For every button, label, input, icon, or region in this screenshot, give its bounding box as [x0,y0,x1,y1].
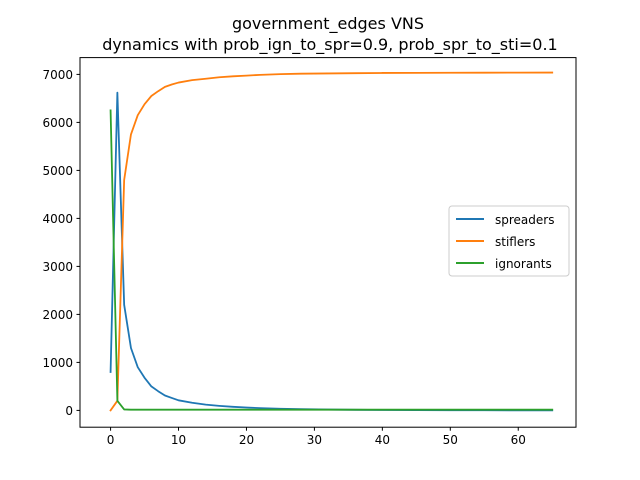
legend-label-ignorants: ignorants [495,257,552,271]
x-tick-label: 40 [375,433,390,447]
y-tick-label: 0 [65,404,73,418]
y-tick-label: 4000 [42,212,73,226]
x-axis-ticks: 0 10 20 30 40 50 60 [107,427,526,447]
legend-label-spreaders: spreaders [495,213,554,227]
chart-subtitle: dynamics with prob_ign_to_spr=0.9, prob_… [102,35,557,55]
y-tick-label: 3000 [42,260,73,274]
plot-frame [79,57,577,428]
x-tick-label: 20 [239,433,254,447]
chart-title: government_edges VNS [232,14,424,34]
legend-label-stiflers: stiflers [495,235,535,249]
y-axis-ticks: 0 1000 2000 3000 4000 5000 6000 7000 [42,68,80,418]
series-lines [109,71,554,412]
y-tick-label: 2000 [42,308,73,322]
y-tick-label: 6000 [42,116,73,130]
legend-box [448,205,570,277]
series-line-stiflers [109,71,554,412]
y-tick-label: 7000 [42,68,73,82]
x-tick-label: 30 [307,433,322,447]
x-tick-label: 0 [107,433,115,447]
y-tick-label: 1000 [42,356,73,370]
y-tick-label: 5000 [42,164,73,178]
x-tick-label: 10 [171,433,186,447]
legend: spreaders stiflers ignorants [448,205,570,277]
series-line-ignorants [109,109,554,411]
x-tick-label: 50 [443,433,458,447]
x-tick-label: 60 [511,433,526,447]
